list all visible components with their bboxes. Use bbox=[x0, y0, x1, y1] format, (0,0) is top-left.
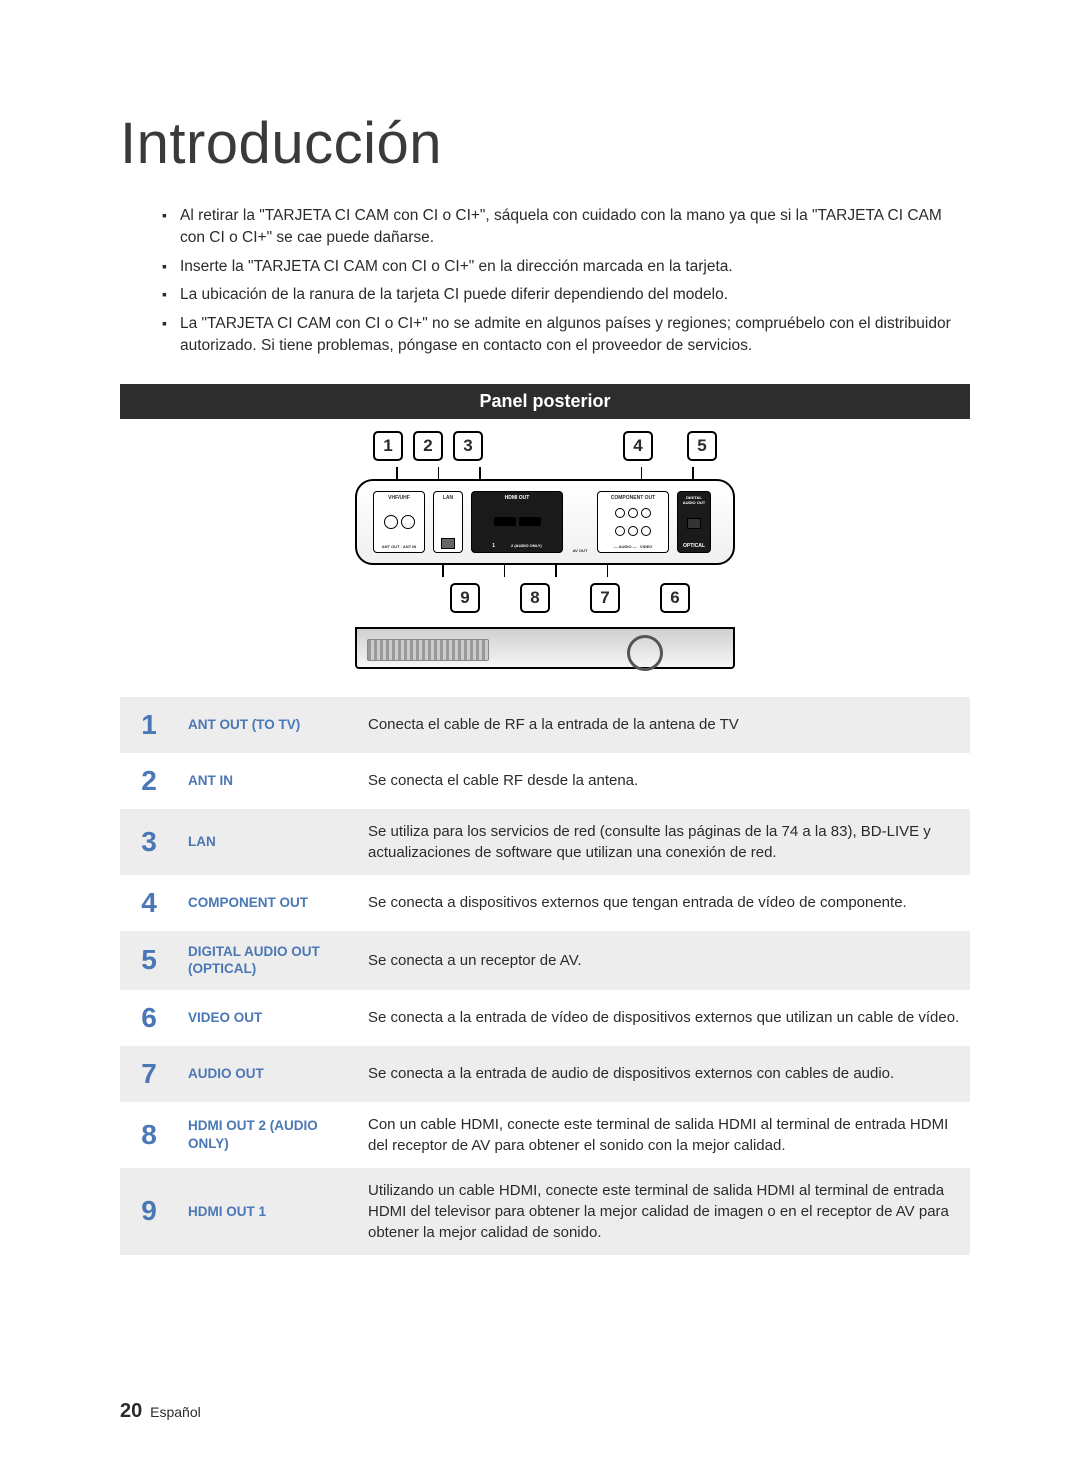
callout-2: 2 bbox=[413, 431, 443, 461]
callout-4: 4 bbox=[623, 431, 653, 461]
page-footer: 20 Español bbox=[120, 1400, 201, 1423]
port-label: LAN bbox=[178, 809, 358, 875]
port-label: HDMI OUT 2 (AUDIO ONLY) bbox=[178, 1102, 358, 1168]
port-label: HDMI OUT bbox=[505, 495, 530, 501]
port-desc: Se conecta el cable RF desde la antena. bbox=[358, 753, 970, 809]
port-number: 4 bbox=[120, 875, 178, 931]
port-label: ANT OUT (TO TV) bbox=[178, 697, 358, 753]
rear-panel-diagram: 1 2 3 4 5 VHF/UHF ANT OUT · ANT IN bbox=[120, 431, 970, 669]
note-item: La ubicación de la ranura de la tarjeta … bbox=[162, 284, 970, 306]
callout-8: 8 bbox=[520, 583, 550, 613]
port-desc: Se conecta a un receptor de AV. bbox=[358, 931, 970, 990]
table-row: 3 LAN Se utiliza para los servicios de r… bbox=[120, 809, 970, 875]
port-number: 2 bbox=[120, 753, 178, 809]
table-row: 4 COMPONENT OUT Se conecta a dispositivo… bbox=[120, 875, 970, 931]
callout-9: 9 bbox=[450, 583, 480, 613]
table-row: 1 ANT OUT (TO TV) Conecta el cable de RF… bbox=[120, 697, 970, 753]
port-number: 8 bbox=[120, 1102, 178, 1168]
table-row: 5 DIGITAL AUDIO OUT (OPTICAL) Se conecta… bbox=[120, 931, 970, 990]
footer-lang: Español bbox=[150, 1404, 201, 1420]
port-label: VHF/UHF bbox=[388, 495, 410, 501]
port-desc: Conecta el cable de RF a la entrada de l… bbox=[358, 697, 970, 753]
port-desc: Se conecta a la entrada de vídeo de disp… bbox=[358, 990, 970, 1046]
port-desc: Con un cable HDMI, conecte este terminal… bbox=[358, 1102, 970, 1168]
port-label: AV OUT bbox=[573, 548, 588, 553]
notes-list: Al retirar la "TARJETA CI CAM con CI o C… bbox=[162, 205, 970, 358]
section-heading: Panel posterior bbox=[120, 384, 970, 419]
port-desc: Utilizando un cable HDMI, conecte este t… bbox=[358, 1168, 970, 1255]
table-row: 6 VIDEO OUT Se conecta a la entrada de v… bbox=[120, 990, 970, 1046]
callout-row-top: 1 2 3 4 5 bbox=[355, 431, 735, 461]
port-number: 3 bbox=[120, 809, 178, 875]
page-title: Introducción bbox=[120, 110, 970, 177]
note-item: La "TARJETA CI CAM con CI o CI+" no se a… bbox=[162, 313, 970, 358]
port-label: OPTICAL bbox=[683, 543, 705, 549]
table-row: 7 AUDIO OUT Se conecta a la entrada de a… bbox=[120, 1046, 970, 1102]
port-label: HDMI OUT 1 bbox=[178, 1168, 358, 1255]
port-number: 6 bbox=[120, 990, 178, 1046]
callout-7: 7 bbox=[590, 583, 620, 613]
port-label: DIGITAL AUDIO OUT bbox=[682, 495, 706, 505]
callout-row-bottom: 9 8 7 6 bbox=[355, 583, 735, 613]
port-desc: Se conecta a dispositivos externos que t… bbox=[358, 875, 970, 931]
callout-6: 6 bbox=[660, 583, 690, 613]
port-label: COMPONENT OUT bbox=[611, 495, 655, 501]
port-number: 1 bbox=[120, 697, 178, 753]
port-label: LAN bbox=[443, 495, 453, 501]
callout-5: 5 bbox=[687, 431, 717, 461]
port-desc: Se utiliza para los servicios de red (co… bbox=[358, 809, 970, 875]
port-number: 9 bbox=[120, 1168, 178, 1255]
page-number: 20 bbox=[120, 1400, 142, 1422]
callout-1: 1 bbox=[373, 431, 403, 461]
rear-panel-box: VHF/UHF ANT OUT · ANT IN LAN HDMI OUT 12… bbox=[355, 479, 735, 565]
table-row: 8 HDMI OUT 2 (AUDIO ONLY) Con un cable H… bbox=[120, 1102, 970, 1168]
device-chassis bbox=[355, 627, 735, 669]
table-row: 9 HDMI OUT 1 Utilizando un cable HDMI, c… bbox=[120, 1168, 970, 1255]
port-label: VIDEO OUT bbox=[178, 990, 358, 1046]
port-label: ANT OUT · ANT IN bbox=[382, 544, 417, 549]
table-row: 2 ANT IN Se conecta el cable RF desde la… bbox=[120, 753, 970, 809]
port-label: DIGITAL AUDIO OUT (OPTICAL) bbox=[178, 931, 358, 990]
port-label: — AUDIO — VIDEO bbox=[614, 544, 653, 549]
ports-table: 1 ANT OUT (TO TV) Conecta el cable de RF… bbox=[120, 697, 970, 1255]
port-number: 5 bbox=[120, 931, 178, 990]
note-item: Al retirar la "TARJETA CI CAM con CI o C… bbox=[162, 205, 970, 250]
port-label: AUDIO OUT bbox=[178, 1046, 358, 1102]
note-item: Inserte la "TARJETA CI CAM con CI o CI+"… bbox=[162, 256, 970, 278]
port-label: 2 (AUDIO ONLY) bbox=[511, 543, 542, 548]
port-number: 7 bbox=[120, 1046, 178, 1102]
port-label: ANT IN bbox=[178, 753, 358, 809]
port-desc: Se conecta a la entrada de audio de disp… bbox=[358, 1046, 970, 1102]
port-label: COMPONENT OUT bbox=[178, 875, 358, 931]
callout-3: 3 bbox=[453, 431, 483, 461]
